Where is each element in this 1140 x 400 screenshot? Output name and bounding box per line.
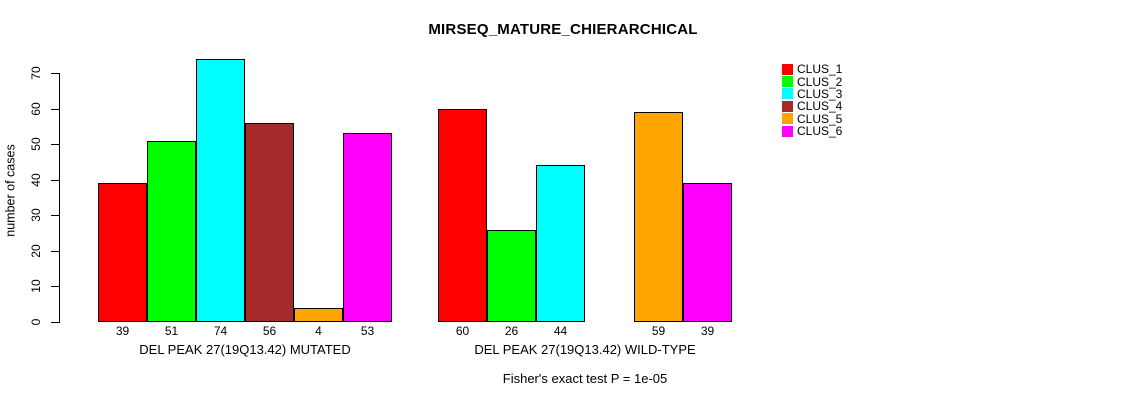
bar-value-label: 26 [504, 324, 519, 338]
legend-item: CLUS_4 [782, 100, 842, 112]
y-tick-label: 30 [29, 208, 43, 222]
legend-item: CLUS_1 [782, 63, 842, 75]
bar-value-label: 4 [315, 324, 322, 338]
legend-item: CLUS_5 [782, 113, 842, 125]
bar [536, 165, 585, 322]
bar [343, 133, 392, 322]
legend-item-label: CLUS_6 [797, 124, 843, 139]
bar [294, 308, 343, 322]
legend-color-swatch [782, 88, 793, 100]
legend-item: CLUS_3 [782, 88, 842, 100]
bar [98, 183, 147, 322]
legend-item-label: CLUS_1 [797, 62, 843, 77]
legend-item: CLUS_6 [782, 125, 842, 137]
y-tick [51, 73, 59, 74]
y-tick [51, 286, 59, 288]
chart-title: MIRSEQ_MATURE_CHIERARCHICAL [428, 21, 698, 38]
bar [196, 59, 245, 322]
legend-color-swatch [782, 63, 793, 75]
y-tick-label: 40 [29, 173, 43, 187]
y-tick [51, 215, 59, 217]
legend-item-label: CLUS_5 [797, 111, 843, 126]
legend-item-label: CLUS_4 [797, 99, 843, 114]
group-axis-label: DEL PEAK 27(19Q13.42) WILD-TYPE [474, 342, 696, 357]
bar-value-label: 39 [700, 324, 715, 338]
legend-color-swatch [782, 100, 793, 112]
stat-annotation: Fisher's exact test P = 1e-05 [502, 371, 668, 386]
group-axis-label: DEL PEAK 27(19Q13.42) MUTATED [139, 342, 351, 357]
bar-value-label: 44 [553, 324, 568, 338]
y-tick [51, 108, 59, 110]
legend-item-label: CLUS_2 [797, 74, 843, 89]
bar-value-label: 56 [262, 324, 277, 338]
bar [438, 109, 487, 322]
legend-item-label: CLUS_3 [797, 86, 843, 101]
y-tick [51, 250, 59, 252]
y-tick [51, 179, 59, 181]
bar-value-label: 60 [455, 324, 470, 338]
y-tick-label: 70 [29, 66, 43, 80]
legend-color-swatch [782, 76, 793, 88]
y-tick [51, 322, 59, 323]
bar [634, 112, 683, 322]
legend-item: CLUS_2 [782, 74, 843, 89]
bar [245, 123, 294, 322]
y-axis-line [59, 73, 60, 323]
y-tick-label: 60 [29, 101, 43, 116]
bar-value-label: 53 [360, 324, 375, 338]
bar-value-label: 39 [115, 324, 130, 338]
y-tick-label: 10 [29, 279, 43, 294]
y-tick-label: 20 [29, 244, 43, 258]
legend: CLUS_1 CLUS_2 CLUS_3 CLUS_4 CLUS_5 CLUS_6 [782, 63, 842, 137]
bar [487, 230, 536, 322]
bar [147, 141, 196, 322]
legend-color-swatch [782, 125, 793, 137]
bar-value-label: 74 [213, 324, 228, 338]
y-tick-label: 50 [29, 137, 43, 151]
legend-color-swatch [782, 113, 793, 125]
bar [683, 183, 732, 322]
y-tick-label: 0 [29, 318, 43, 326]
bar-value-label: 51 [164, 324, 179, 338]
bar-value-label: 59 [651, 324, 666, 338]
y-tick [51, 144, 59, 146]
